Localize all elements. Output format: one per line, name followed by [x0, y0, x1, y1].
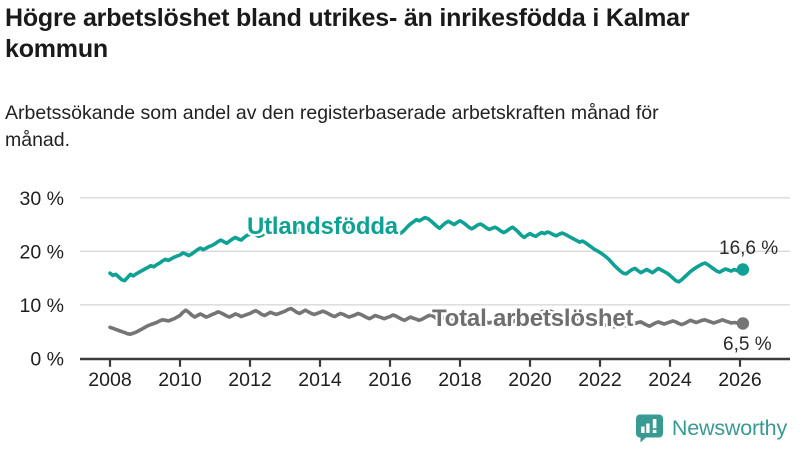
x-axis-tick-label: 2018 — [438, 369, 481, 391]
y-axis-tick-label: 10 % — [20, 295, 64, 317]
series-end-dot-0 — [736, 263, 750, 276]
end-value-total-arbetsloshet: 6,5 % — [723, 334, 772, 355]
x-axis-tick-label: 2010 — [158, 369, 202, 391]
chart-title: Högre arbetslöshet bland utrikes- än inr… — [5, 4, 690, 63]
x-axis-tick-label: 2020 — [508, 369, 552, 391]
y-axis-tick-label: 30 % — [20, 188, 64, 210]
x-axis-tick-label: 2026 — [718, 369, 761, 391]
y-axis-tick-label: 20 % — [20, 241, 64, 263]
newsworthy-logo: Newsworthy — [635, 412, 787, 444]
x-axis-tick-label: 2008 — [88, 369, 131, 391]
series-line-0 — [108, 215, 745, 284]
series-label-total-arbetsloshet: Total arbetslöshet — [432, 305, 634, 332]
y-axis-tick-label: 0 % — [30, 348, 64, 370]
x-axis-tick-label: 2012 — [228, 369, 271, 391]
series-line-1 — [108, 306, 745, 337]
chart-subtitle: Arbetssökande som andel av den registerb… — [5, 102, 659, 151]
x-axis-tick-label: 2024 — [648, 369, 692, 391]
series-end-dot-1 — [736, 317, 750, 330]
newsworthy-bubble-chart-icon — [635, 414, 663, 443]
newsworthy-wordmark: Newsworthy — [671, 415, 787, 440]
x-axis-tick-label: 2014 — [298, 369, 342, 391]
series-label-utlandsfodda: Utlandsfödda — [247, 213, 398, 240]
x-axis-tick-label: 2022 — [578, 369, 621, 391]
end-value-utlandsfodda: 16,6 % — [719, 238, 779, 259]
x-axis-tick-label: 2016 — [368, 369, 411, 391]
